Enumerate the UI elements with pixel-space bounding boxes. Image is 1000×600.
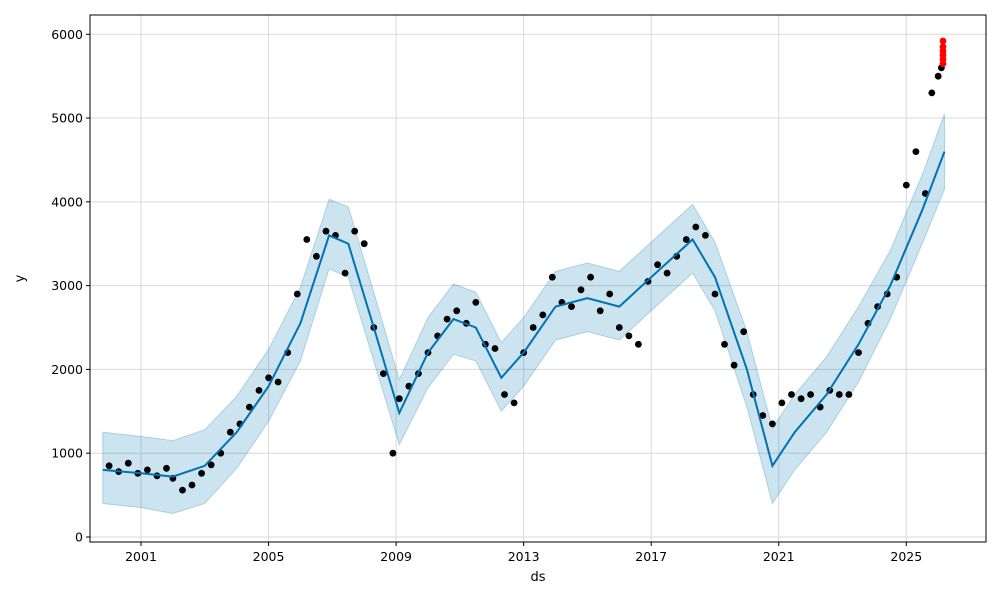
y-axis-label: y [13, 274, 28, 282]
observed-point [788, 391, 795, 398]
x-tick-label: 2021 [763, 549, 795, 564]
observed-point [539, 311, 547, 319]
observed-point [807, 391, 814, 398]
observed-point [654, 261, 661, 269]
y-tick-label: 3000 [51, 278, 83, 293]
grid-lines [90, 15, 986, 542]
observed-point [912, 148, 920, 156]
y-tick-label: 0 [75, 529, 83, 544]
observed-point [529, 324, 537, 331]
observed-point [778, 399, 786, 407]
observed-point [596, 307, 604, 315]
highlight-point [939, 37, 947, 45]
x-tick-label: 2009 [380, 549, 412, 564]
observed-point [934, 72, 942, 80]
observed-point [144, 466, 151, 474]
forecast-path [102, 151, 946, 478]
observed-point [443, 315, 451, 323]
uncertainty-band [102, 113, 945, 515]
x-axis: 2001 2005 2009 2013 2017 2021 2025 [125, 542, 922, 564]
observed-point [265, 374, 272, 382]
observed-point [759, 412, 767, 419]
plot-frame [89, 14, 987, 543]
observed-point [606, 290, 614, 298]
observed-point [615, 324, 623, 331]
observed-point [163, 464, 170, 472]
observed-point [510, 399, 518, 407]
observed-point [395, 395, 403, 403]
x-tick-label: 2025 [890, 549, 922, 564]
observed-point [188, 481, 196, 489]
observed-point [303, 236, 311, 243]
observed-point [453, 307, 461, 315]
observed-point [625, 332, 633, 340]
observed-point [472, 299, 480, 306]
observed-point [341, 269, 349, 277]
x-axis-label: ds [530, 570, 545, 585]
observed-point [663, 269, 671, 277]
observed-point [577, 286, 585, 294]
observed-point [105, 462, 113, 470]
observed-point [835, 391, 843, 398]
observed-point [380, 370, 387, 377]
observed-point [179, 486, 186, 494]
observed-point [711, 290, 719, 298]
observed-point [322, 227, 330, 235]
observed-point [702, 232, 709, 239]
observed-point [351, 227, 359, 235]
y-tick-label: 5000 [51, 111, 83, 126]
observed-point [845, 391, 853, 398]
uncertainty-area [102, 113, 945, 515]
x-tick-label: 2017 [635, 549, 667, 564]
y-tick-label: 6000 [51, 27, 83, 42]
highlight-point [939, 43, 947, 51]
observed-point [313, 252, 320, 260]
observed-point [635, 340, 642, 348]
observed-point [246, 403, 253, 411]
observed-point [797, 395, 805, 403]
y-axis: 0 1000 2000 3000 4000 5000 6000 [51, 27, 90, 544]
observed-point [769, 420, 776, 428]
observed-point [928, 89, 936, 97]
observed-point [255, 387, 263, 394]
observed-point [207, 461, 215, 469]
observed-point [721, 340, 728, 348]
y-tick-label: 2000 [51, 362, 83, 377]
highlight-points [939, 37, 947, 67]
observed-point [491, 345, 499, 352]
observed-point [730, 361, 738, 369]
observed-point [568, 303, 575, 310]
observed-point [226, 428, 234, 436]
observed-point [274, 378, 282, 386]
x-tick-label: 2001 [125, 549, 157, 564]
observed-point [587, 273, 594, 281]
x-tick-label: 2013 [508, 549, 540, 564]
observed-point [692, 223, 700, 231]
forecast-line [102, 151, 946, 478]
observed-point [389, 449, 397, 457]
observed-point [124, 459, 132, 467]
observed-point [682, 236, 690, 243]
x-tick-label: 2005 [253, 549, 285, 564]
observed-point [548, 273, 556, 281]
observed-point [902, 181, 910, 189]
observed-point [293, 290, 301, 298]
observed-point [501, 391, 508, 398]
observed-point [198, 469, 206, 477]
y-tick-label: 1000 [51, 446, 83, 461]
observed-point [740, 328, 748, 336]
observed-point [360, 240, 368, 248]
y-tick-label: 4000 [51, 194, 83, 209]
observed-point [855, 349, 862, 356]
